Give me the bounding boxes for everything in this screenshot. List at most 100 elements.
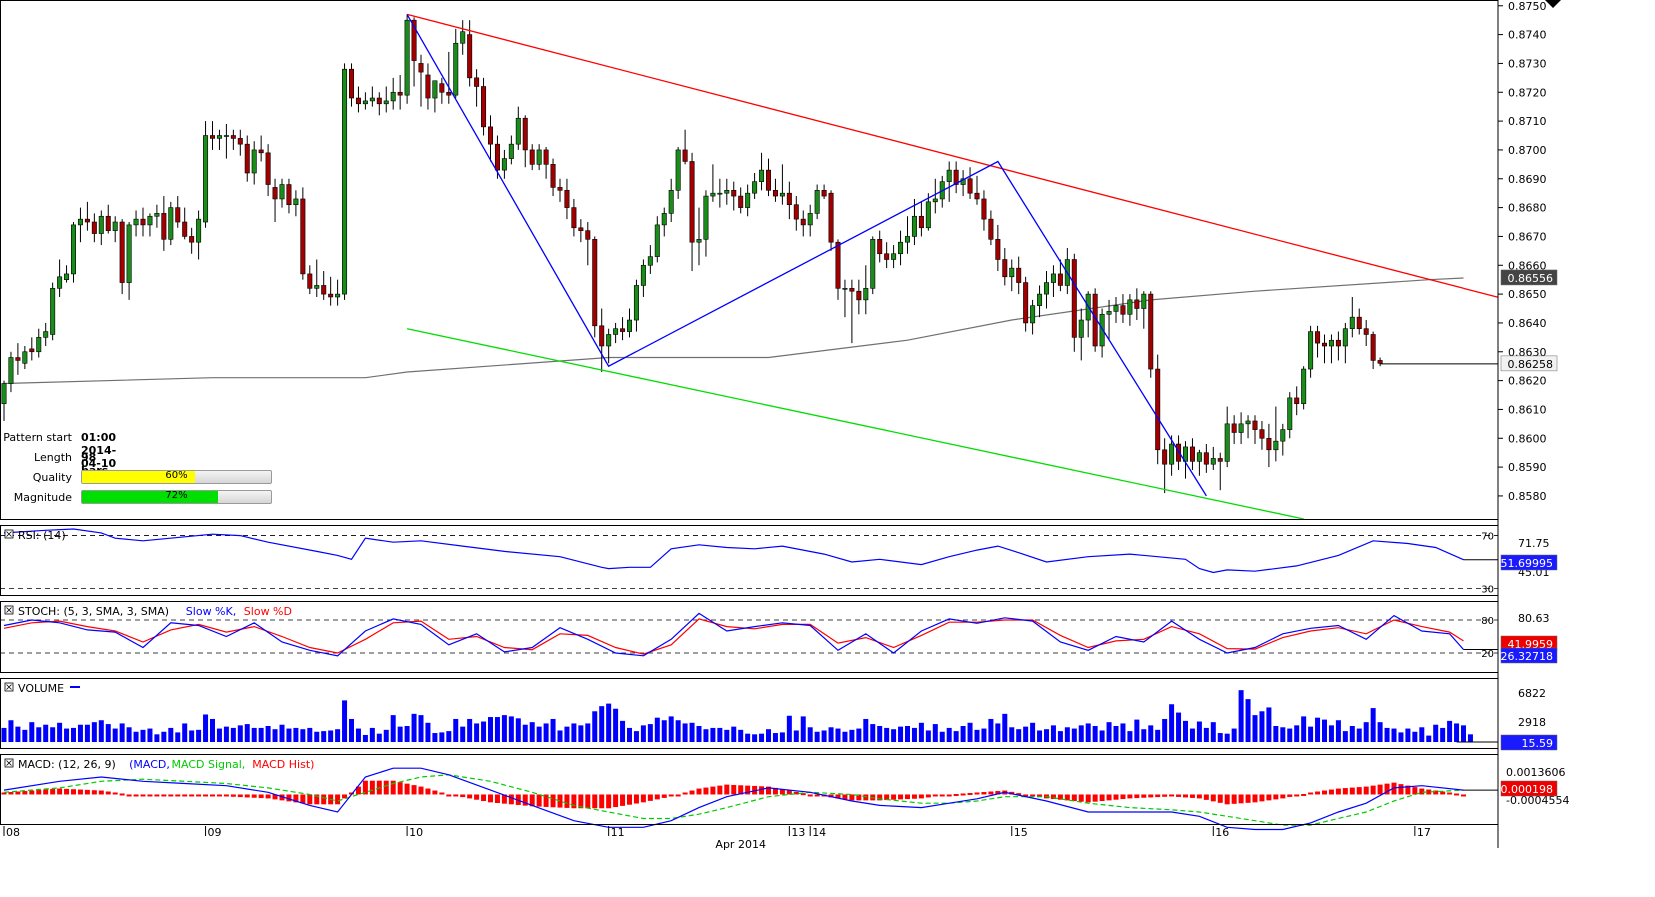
macd-hist-bar	[105, 791, 111, 795]
rsi-level-label: 70	[1481, 532, 1494, 543]
candle	[1252, 420, 1258, 430]
volume-bar	[675, 720, 681, 742]
volume-bar	[786, 715, 792, 742]
volume-bar	[1023, 726, 1029, 742]
candle	[835, 241, 841, 289]
candle	[1148, 293, 1154, 370]
macd-hist-bar	[98, 790, 104, 795]
volume-bar	[1315, 717, 1321, 742]
candle	[863, 288, 869, 301]
macd-hist-bar	[1294, 794, 1300, 797]
volume-bar	[1141, 729, 1147, 742]
macd-hist-bar	[161, 794, 167, 797]
volume-bar	[508, 716, 514, 742]
candle	[682, 149, 688, 162]
candle	[1259, 429, 1265, 439]
candle	[724, 190, 730, 194]
macd-hist-bar	[265, 794, 271, 799]
price-label-ma: 0.86556	[1508, 272, 1554, 285]
volume-bar	[661, 720, 667, 742]
volume-bar	[1016, 729, 1022, 742]
macd-hist-bar	[15, 791, 21, 795]
macd-hist-bar	[439, 792, 445, 795]
macd-hist-bar	[1301, 793, 1307, 796]
macd-hist-bar	[293, 794, 299, 803]
macd-hist-bar	[397, 782, 403, 795]
volume-bar	[1342, 731, 1348, 742]
volume-bar	[905, 726, 910, 742]
volume-bar	[1078, 725, 1084, 742]
macd-hist-bar	[1078, 794, 1084, 802]
macd-hist-bar	[251, 794, 257, 798]
volume-bar	[1454, 723, 1460, 742]
price-tick-label: 0.8690	[1508, 173, 1547, 186]
candle	[1169, 443, 1175, 465]
macd-hist-bar	[279, 794, 285, 801]
macd-hist-bar	[349, 792, 354, 795]
candle	[1363, 328, 1369, 335]
macd-hist-bar	[786, 790, 792, 795]
macd-hist-bar	[362, 780, 368, 795]
volume-value-label: 15.59	[1522, 737, 1554, 750]
rsi-line	[3, 528, 1464, 574]
macd-hist-bar	[640, 794, 646, 803]
candle	[244, 143, 250, 174]
candle	[981, 198, 987, 220]
volume-panel[interactable]: 6822 2918 15.59 VOLUME	[1, 682, 1558, 751]
volume-bar	[279, 724, 285, 742]
macd-hist-bar	[84, 789, 90, 795]
volume-bar	[599, 706, 605, 742]
candle	[369, 97, 375, 102]
candle	[286, 184, 292, 206]
volume-bar	[1203, 727, 1209, 742]
magnitude-bar: 72%	[81, 490, 272, 504]
macd-hist-bar	[1189, 794, 1195, 798]
volume-bar	[953, 731, 959, 742]
volume-bar	[550, 718, 556, 742]
macd-hist-bar	[696, 788, 702, 795]
volume-bar	[863, 718, 869, 742]
candle	[856, 290, 862, 301]
volume-bar	[1322, 719, 1327, 742]
macd-hist-bar	[22, 791, 28, 795]
volume-bar	[467, 718, 473, 742]
macd-hist-bar	[321, 794, 327, 805]
volume-bar	[1217, 733, 1223, 742]
volume-bar	[349, 718, 354, 742]
candle	[432, 80, 438, 99]
candle	[425, 74, 431, 99]
macd-hist-bar	[1433, 790, 1439, 795]
macd-hist-bar	[168, 794, 174, 797]
panel-title: STOCH: (5, 3, SMA, 3, SMA)	[18, 605, 169, 618]
volume-bar	[223, 726, 229, 742]
volume-bar	[1301, 716, 1307, 742]
volume-bar	[1363, 722, 1369, 742]
volume-bar	[967, 722, 973, 742]
candle	[1377, 360, 1383, 364]
candle	[57, 276, 63, 289]
macd-hist-bar	[814, 794, 820, 797]
volume-bar	[529, 722, 535, 742]
candle	[84, 218, 90, 223]
macd-hist-bar	[1447, 792, 1453, 795]
volume-bar	[1183, 720, 1188, 742]
candle	[606, 334, 612, 347]
price-panel[interactable]: 0.8750 0.8740 0.8730 0.8720 0.8710 0.8700 0.86…	[1, 0, 1558, 520]
candle	[1002, 259, 1008, 278]
macd-hist-bar	[425, 788, 431, 795]
volume-bar	[800, 716, 806, 742]
price-tick-label: 0.8740	[1508, 29, 1547, 42]
macd-hist-bar	[383, 780, 389, 795]
macd-hist-bar	[1085, 794, 1091, 803]
volume-bar	[64, 728, 70, 742]
macd-hist-bar	[779, 789, 785, 795]
volume-bar	[1245, 699, 1251, 742]
candle	[376, 97, 382, 105]
macd-hist-bar	[1113, 794, 1119, 800]
macd-hist-bar	[1273, 794, 1279, 800]
scroll-marker-icon[interactable]	[1545, 0, 1561, 8]
volume-bar	[425, 722, 431, 742]
